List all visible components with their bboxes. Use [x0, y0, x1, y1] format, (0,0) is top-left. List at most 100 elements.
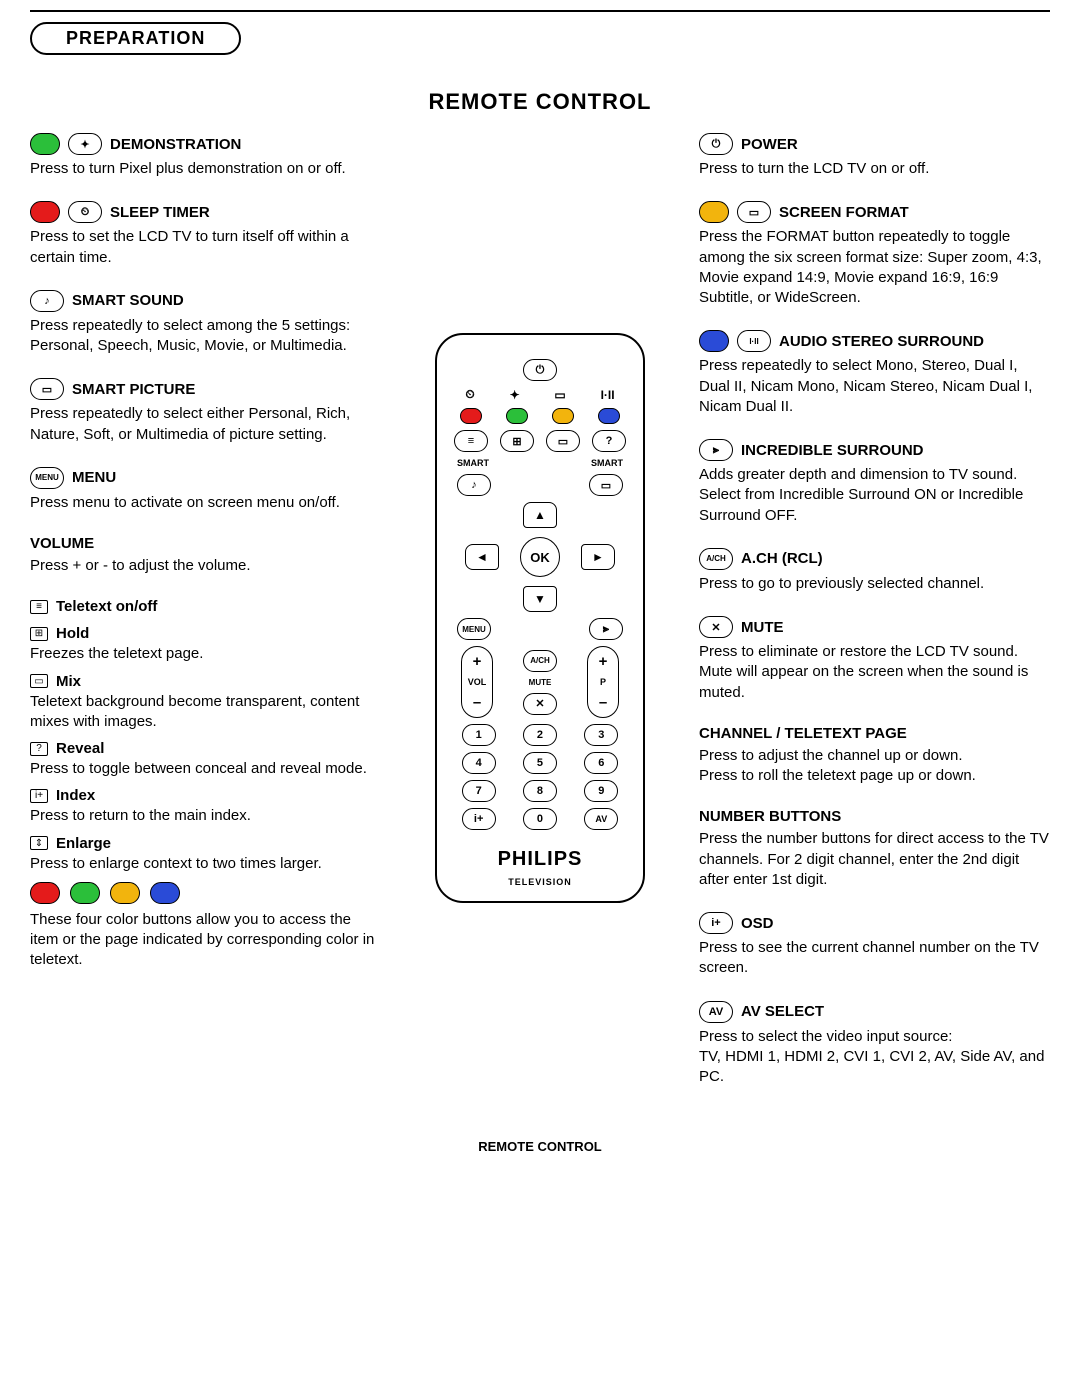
teletext-desc: Teletext background become transparent, …: [30, 692, 381, 733]
remote-column: ⏻ ⏲ ✦ ▭ I·II ≡ ⊞ ▭ ? SMART SMART: [405, 133, 675, 1109]
feature-desc: Press to set the LCD TV to turn itself o…: [30, 227, 381, 268]
feature-item: A/CH A.CH (RCL) Press to go to previousl…: [699, 548, 1050, 594]
ach-oval-icon: A/CH: [523, 650, 557, 672]
pxp-glyph-icon: ✦: [510, 388, 520, 402]
audio-stereo-surround-icon: I·II: [737, 330, 771, 352]
remote-green-icon: [506, 408, 528, 424]
mute-icon: ✕: [699, 616, 733, 638]
feature-item: AV AV SELECT Press to select the video i…: [699, 1001, 1050, 1088]
timer-glyph-icon: ⏲: [465, 387, 474, 402]
feature-item: CHANNEL / TELETEXT PAGE Press to adjust …: [699, 725, 1050, 787]
feature-desc: Press to turn Pixel plus demonstration o…: [30, 159, 381, 179]
teletext-label: Mix: [56, 673, 81, 690]
red-dot-icon: [30, 201, 60, 223]
feature-title: CHANNEL / TELETEXT PAGE: [699, 725, 907, 742]
left-column: ✦ DEMONSTRATION Press to turn Pixel plus…: [30, 133, 385, 1109]
teletext-desc: Press to enlarge context to two times la…: [30, 854, 381, 874]
program-rocker: +P–: [587, 646, 619, 718]
num-0: 0: [523, 808, 557, 830]
num-4: 4: [462, 752, 496, 774]
color-dots-row: [30, 882, 381, 904]
teletext-label: Hold: [56, 625, 89, 642]
content-columns: ✦ DEMONSTRATION Press to turn Pixel plus…: [30, 133, 1050, 1109]
red-dot-icon: [30, 882, 60, 904]
feature-title: POWER: [741, 136, 798, 153]
feature-title: SMART SOUND: [72, 292, 184, 309]
teletext-color-note: These four color buttons allow you to ac…: [30, 910, 381, 971]
osd-icon: i+: [699, 912, 733, 934]
demonstration-icon: ✦: [68, 133, 102, 155]
page-footer: REMOTE CONTROL: [30, 1139, 1050, 1154]
teletext-desc: Press to toggle between conceal and reve…: [30, 759, 381, 779]
teletext-item: ▭ Mix Teletext background become transpa…: [30, 673, 381, 733]
remote-red-icon: [460, 408, 482, 424]
teletext-item: i+ Index Press to return to the main ind…: [30, 787, 381, 826]
teletext-glyph-icon: i+: [30, 789, 48, 803]
av-select-icon: AV: [699, 1001, 733, 1023]
feature-item: ✕ MUTE Press to eliminate or restore the…: [699, 616, 1050, 703]
feature-title: DEMONSTRATION: [110, 136, 241, 153]
num-5: 5: [523, 752, 557, 774]
feature-title: MENU: [72, 469, 116, 486]
feature-item: VOLUME Press + or - to adjust the volume…: [30, 535, 381, 576]
feature-desc: Press repeatedly to select Mono, Stereo,…: [699, 356, 1050, 417]
dpad-left-icon: ◄: [465, 544, 499, 570]
teletext-glyph-icon: ⊞: [30, 627, 48, 641]
smart-picture-icon: ▭: [589, 474, 623, 496]
teletext-desc: Press to return to the main index.: [30, 806, 381, 826]
audio-glyph-icon: I·II: [601, 388, 615, 402]
smart-sound-icon: ♪: [30, 290, 64, 312]
feature-item: NUMBER BUTTONS Press the number buttons …: [699, 808, 1050, 890]
feature-desc: Press to turn the LCD TV on or off.: [699, 159, 1050, 179]
feature-title: SCREEN FORMAT: [779, 204, 909, 221]
remote-yellow-icon: [552, 408, 574, 424]
yellow-dot-icon: [699, 201, 729, 223]
feature-item: ♪ SMART SOUND Press repeatedly to select…: [30, 290, 381, 357]
smart-sound-icon: ♪: [457, 474, 491, 496]
remote-sub-label: TELEVISION: [451, 877, 629, 887]
sleep-timer-icon: ⏲: [68, 201, 102, 223]
smart-picture-icon: ▭: [30, 378, 64, 400]
feature-title: SLEEP TIMER: [110, 204, 210, 221]
smart-right-label: SMART: [591, 458, 623, 468]
blue-dot-icon: [150, 882, 180, 904]
num-9: 9: [584, 780, 618, 802]
num-6: 6: [584, 752, 618, 774]
teletext-item: ⇕ Enlarge Press to enlarge context to tw…: [30, 835, 381, 874]
num-8: 8: [523, 780, 557, 802]
num-1: 1: [462, 724, 496, 746]
feature-title: A.CH (RCL): [741, 550, 823, 567]
feature-title: AV SELECT: [741, 1003, 824, 1020]
incredible-surround-icon: ⫸: [699, 439, 733, 461]
hold-oval-icon: ⊞: [500, 430, 534, 452]
dpad-down-icon: ▼: [523, 586, 557, 612]
teletext-desc: Freezes the teletext page.: [30, 644, 381, 664]
volume-rocker: +VOL–: [461, 646, 493, 718]
teletext-block: ≡ Teletext on/off ⊞ Hold Freezes the tel…: [30, 598, 381, 970]
feature-title: NUMBER BUTTONS: [699, 808, 841, 825]
ok-button-icon: OK: [520, 537, 560, 577]
feature-title: AUDIO STEREO SURROUND: [779, 333, 984, 350]
screen-format-icon: ▭: [737, 201, 771, 223]
feature-desc: Press repeatedly to select among the 5 s…: [30, 316, 381, 357]
a-ch-rcl--icon: A/CH: [699, 548, 733, 570]
page-top-rule: [30, 10, 1050, 12]
feature-desc: Press repeatedly to select either Person…: [30, 404, 381, 445]
feature-title: VOLUME: [30, 535, 94, 552]
right-column: ⏻ POWER Press to turn the LCD TV on or o…: [695, 133, 1050, 1109]
green-dot-icon: [30, 133, 60, 155]
feature-desc: Press + or - to adjust the volume.: [30, 556, 381, 576]
feature-desc: Press to eliminate or restore the LCD TV…: [699, 642, 1050, 703]
feature-item: ⫸ INCREDIBLE SURROUND Adds greater depth…: [699, 439, 1050, 526]
teletext-glyph-icon: ⇕: [30, 836, 48, 850]
feature-item: I·II AUDIO STEREO SURROUND Press repeate…: [699, 330, 1050, 417]
teletext-glyph-icon: ≡: [30, 600, 48, 614]
feature-item: ▭ SCREEN FORMAT Press the FORMAT button …: [699, 201, 1050, 308]
feature-item: ⏲ SLEEP TIMER Press to set the LCD TV to…: [30, 201, 381, 268]
page-label: PREPARATION: [30, 22, 241, 55]
blue-dot-icon: [699, 330, 729, 352]
mix-oval-icon: ▭: [546, 430, 580, 452]
teletext-item: ≡ Teletext on/off: [30, 598, 381, 617]
teletext-glyph-icon: ?: [30, 742, 48, 756]
num-2: 2: [523, 724, 557, 746]
